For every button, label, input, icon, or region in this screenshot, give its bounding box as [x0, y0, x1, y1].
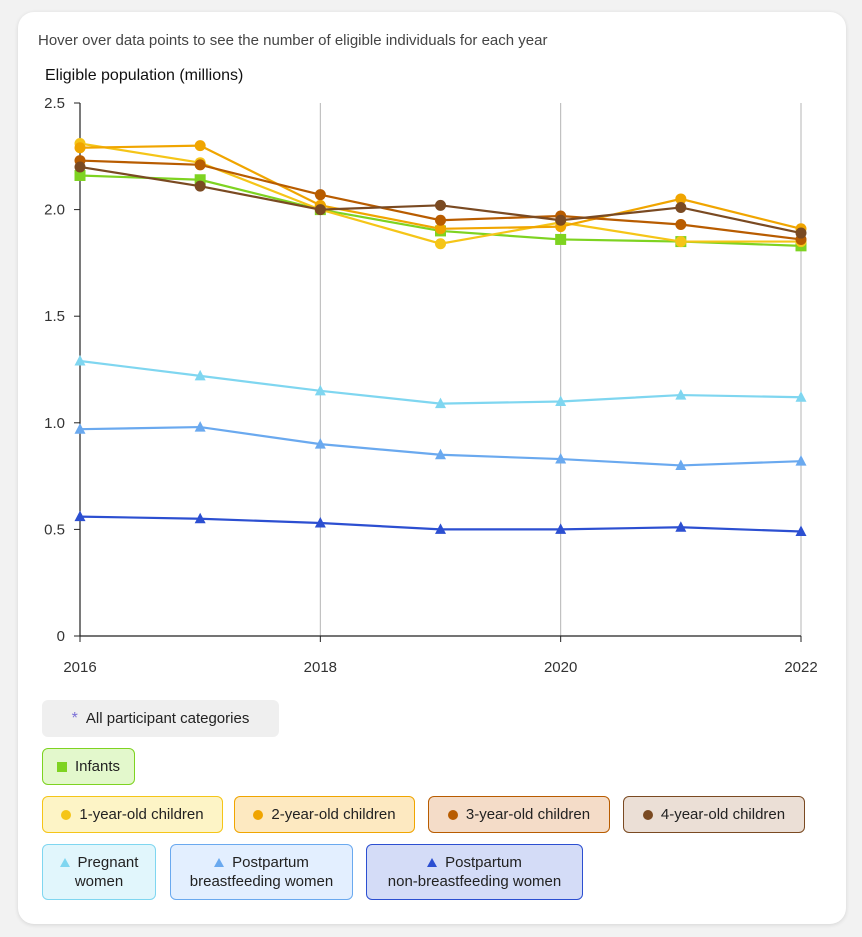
- legend-label: All participant categories: [85, 710, 250, 727]
- circle-icon: [447, 809, 458, 820]
- legend-three-year[interactable]: 3-year-old children: [428, 796, 610, 833]
- data-point: [795, 391, 807, 402]
- legend-label-line1: Pregnant: [77, 854, 139, 871]
- data-point: [435, 397, 446, 409]
- legend-infants[interactable]: Infants: [42, 748, 135, 785]
- circle-icon: [642, 809, 653, 820]
- y-tick-label: 1.5: [44, 308, 65, 325]
- series-four_year: [74, 161, 807, 239]
- data-point: [675, 236, 687, 248]
- legend-label-line1: Postpartum: [232, 854, 309, 871]
- data-point: [194, 421, 206, 432]
- legend-label-line2: women: [74, 873, 124, 890]
- series-pp_nonbreast: [74, 510, 807, 537]
- data-point: [435, 523, 446, 534]
- data-point: [555, 523, 567, 534]
- data-point: [314, 384, 326, 396]
- x-tick-label: 2020: [544, 659, 577, 676]
- data-point: [435, 199, 446, 211]
- series-pp_breast: [74, 421, 807, 470]
- series-three_year: [74, 155, 807, 245]
- x-tick-label: 2018: [304, 659, 337, 676]
- data-point: [74, 169, 86, 181]
- data-point: [194, 512, 206, 524]
- x-tick-label: 2016: [63, 659, 96, 676]
- grid-lines: [319, 103, 802, 636]
- data-point: [675, 193, 687, 205]
- legend-postpartum-non-breastfeeding[interactable]: Postpartum non-breastfeeding women: [366, 844, 583, 900]
- circle-icon: [61, 809, 72, 820]
- legend-label: 3-year-old children: [465, 806, 591, 823]
- data-point: [435, 214, 446, 226]
- data-point: [435, 448, 446, 460]
- y-tick-label: 2.0: [44, 202, 65, 219]
- legend-two-year[interactable]: 2-year-old children: [234, 796, 415, 833]
- legend-one-year[interactable]: 1-year-old children: [42, 796, 223, 833]
- square-icon: [56, 761, 67, 772]
- data-point: [194, 369, 206, 381]
- series-line-pp_breast: [79, 425, 802, 467]
- data-point: [74, 354, 86, 366]
- series-group: [74, 138, 807, 537]
- legend-label: 4-year-old children: [660, 806, 786, 823]
- data-point: [194, 180, 206, 192]
- legend-label: 1-year-old children: [79, 806, 204, 823]
- axes: 0 0.5 1.0 1.5 2.0 2.5 2016 2018 2020 2022: [44, 95, 818, 676]
- data-point: [314, 189, 326, 201]
- data-point: [194, 174, 206, 186]
- data-point: [314, 438, 326, 449]
- legend-postpartum-breastfeeding[interactable]: Postpartum breastfeeding women: [170, 844, 353, 900]
- series-pregnant: [74, 354, 807, 409]
- series-line-pregnant: [79, 359, 802, 405]
- data-point: [194, 140, 206, 152]
- data-point: [795, 525, 807, 537]
- legend-label-line2: non-breastfeeding women: [387, 873, 562, 890]
- data-point: [435, 223, 446, 235]
- circle-icon: [253, 809, 264, 820]
- triangle-icon: [427, 858, 438, 867]
- data-point: [435, 238, 446, 250]
- data-point: [675, 219, 687, 231]
- data-point: [74, 423, 86, 434]
- y-tick-label: 1.0: [44, 415, 65, 432]
- data-point: [795, 455, 807, 466]
- y-tick-label: 0: [57, 628, 65, 645]
- data-point: [314, 517, 326, 528]
- data-point: [555, 233, 567, 245]
- legend-label: Infants: [74, 758, 121, 775]
- triangle-icon: [214, 858, 225, 867]
- data-point: [74, 142, 86, 154]
- data-point: [795, 227, 807, 239]
- triangle-icon: [59, 858, 70, 867]
- data-point: [74, 161, 86, 173]
- legend-all-categories[interactable]: * All participant categories: [42, 700, 279, 737]
- legend-label-line2: breastfeeding women: [189, 873, 334, 890]
- data-point: [314, 204, 326, 216]
- data-point: [194, 159, 206, 171]
- data-point: [555, 214, 567, 226]
- x-tick-label: 2022: [784, 659, 817, 676]
- asterisk-icon: *: [71, 710, 78, 727]
- legend-pregnant[interactable]: Pregnant women: [42, 844, 156, 900]
- hover-hint: Hover over data points to see the number…: [38, 32, 548, 49]
- legend-label-line1: Postpartum: [445, 854, 522, 871]
- data-point: [555, 395, 567, 406]
- y-axis-label: Eligible population (millions): [45, 67, 244, 84]
- data-point: [675, 521, 687, 532]
- y-tick-label: 0.5: [44, 521, 65, 538]
- data-point: [675, 459, 687, 470]
- legend-label: 2-year-old children: [271, 806, 396, 823]
- data-point: [74, 510, 86, 522]
- data-point: [675, 389, 687, 400]
- data-point: [675, 201, 687, 213]
- line-chart: 0 0.5 1.0 1.5 2.0 2.5 2016 2018 2020 2022: [44, 95, 818, 676]
- legend-four-year[interactable]: 4-year-old children: [623, 796, 805, 833]
- y-tick-label: 2.5: [44, 95, 65, 112]
- data-point: [555, 453, 567, 464]
